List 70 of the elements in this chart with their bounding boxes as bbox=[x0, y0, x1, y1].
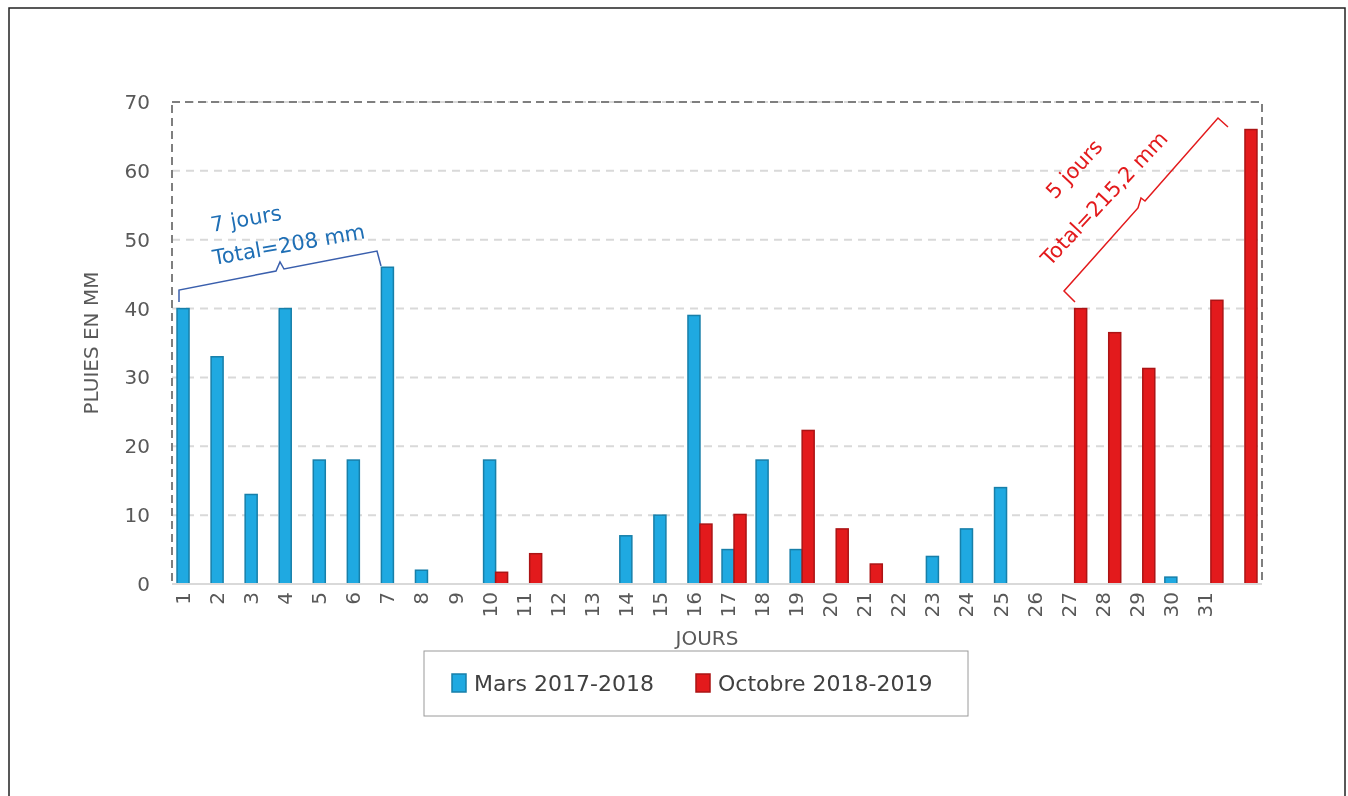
x-tick-label: 19 bbox=[784, 592, 809, 618]
bar bbox=[380, 266, 395, 585]
x-tick-label: 1 bbox=[171, 592, 196, 605]
annotation: 7 jours bbox=[208, 200, 284, 237]
y-tick-label: 70 bbox=[124, 90, 150, 114]
bar bbox=[210, 356, 224, 585]
x-tick-label: 5 bbox=[307, 592, 332, 605]
y-tick-label: 30 bbox=[124, 365, 150, 390]
x-tick-label: 10 bbox=[477, 592, 502, 618]
x-tick-label: 2 bbox=[205, 592, 230, 605]
x-tick-label: 28 bbox=[1090, 592, 1115, 618]
x-axis-title: JOURS bbox=[673, 626, 739, 650]
bar bbox=[925, 555, 940, 585]
bar bbox=[699, 523, 713, 585]
bar bbox=[1107, 331, 1122, 585]
bar bbox=[482, 459, 497, 585]
x-tick-label: 24 bbox=[954, 592, 979, 618]
y-axis-title: PLUIES EN MM bbox=[79, 271, 103, 415]
bar bbox=[1142, 367, 1156, 585]
x-tick-label: 3 bbox=[239, 592, 264, 605]
x-tick-label: 25 bbox=[988, 592, 1013, 618]
x-tick-label: 18 bbox=[750, 592, 775, 618]
x-tick-label: 22 bbox=[886, 592, 911, 618]
bar bbox=[869, 563, 884, 585]
x-tick-label: 26 bbox=[1022, 592, 1047, 618]
bar bbox=[801, 429, 815, 585]
x-tick-label: 8 bbox=[409, 592, 434, 605]
x-tick-label: 15 bbox=[647, 592, 672, 618]
x-tick-label: 23 bbox=[920, 592, 945, 618]
x-tick-label: 16 bbox=[681, 592, 706, 618]
x-tick-label: 4 bbox=[273, 592, 298, 605]
x-tick-label: 20 bbox=[818, 592, 843, 618]
bar bbox=[1073, 307, 1088, 585]
bar bbox=[1244, 128, 1258, 585]
x-tick-label: 21 bbox=[852, 592, 877, 618]
x-tick-label: 6 bbox=[341, 592, 366, 605]
bar bbox=[733, 513, 747, 585]
bar bbox=[835, 528, 849, 585]
bar bbox=[1210, 299, 1224, 585]
x-tick-label: 12 bbox=[545, 592, 570, 618]
x-tick-label: 14 bbox=[613, 592, 638, 618]
x-tick-label: 17 bbox=[716, 592, 741, 618]
x-tick-label: 31 bbox=[1192, 592, 1217, 618]
y-tick-label: 20 bbox=[124, 434, 150, 459]
y-tick-label: 40 bbox=[124, 296, 150, 321]
bar bbox=[312, 459, 327, 585]
x-tick-label: 11 bbox=[511, 592, 536, 618]
bar bbox=[528, 552, 543, 585]
legend-label: Octobre 2018-2019 bbox=[718, 670, 933, 696]
x-tick-label: 13 bbox=[579, 592, 604, 618]
bar bbox=[687, 314, 701, 585]
bar bbox=[755, 459, 769, 585]
x-tick-label: 30 bbox=[1158, 592, 1183, 618]
legend-label: Mars 2017-2018 bbox=[474, 670, 654, 696]
y-tick-label: 0 bbox=[137, 572, 150, 596]
x-tick-label: 27 bbox=[1056, 592, 1081, 618]
bar bbox=[346, 459, 361, 585]
bar bbox=[653, 514, 667, 585]
bar bbox=[244, 493, 258, 585]
bar bbox=[176, 307, 190, 585]
y-tick-label: 60 bbox=[124, 158, 150, 183]
y-tick-label: 10 bbox=[124, 503, 150, 528]
y-tick-label: 50 bbox=[124, 227, 150, 252]
bar bbox=[959, 528, 974, 585]
bar bbox=[619, 535, 633, 585]
bar bbox=[278, 307, 292, 585]
bar bbox=[993, 486, 1008, 585]
x-tick-label: 9 bbox=[443, 592, 468, 605]
x-tick-label: 7 bbox=[375, 592, 400, 605]
x-tick-label: 29 bbox=[1124, 592, 1149, 618]
